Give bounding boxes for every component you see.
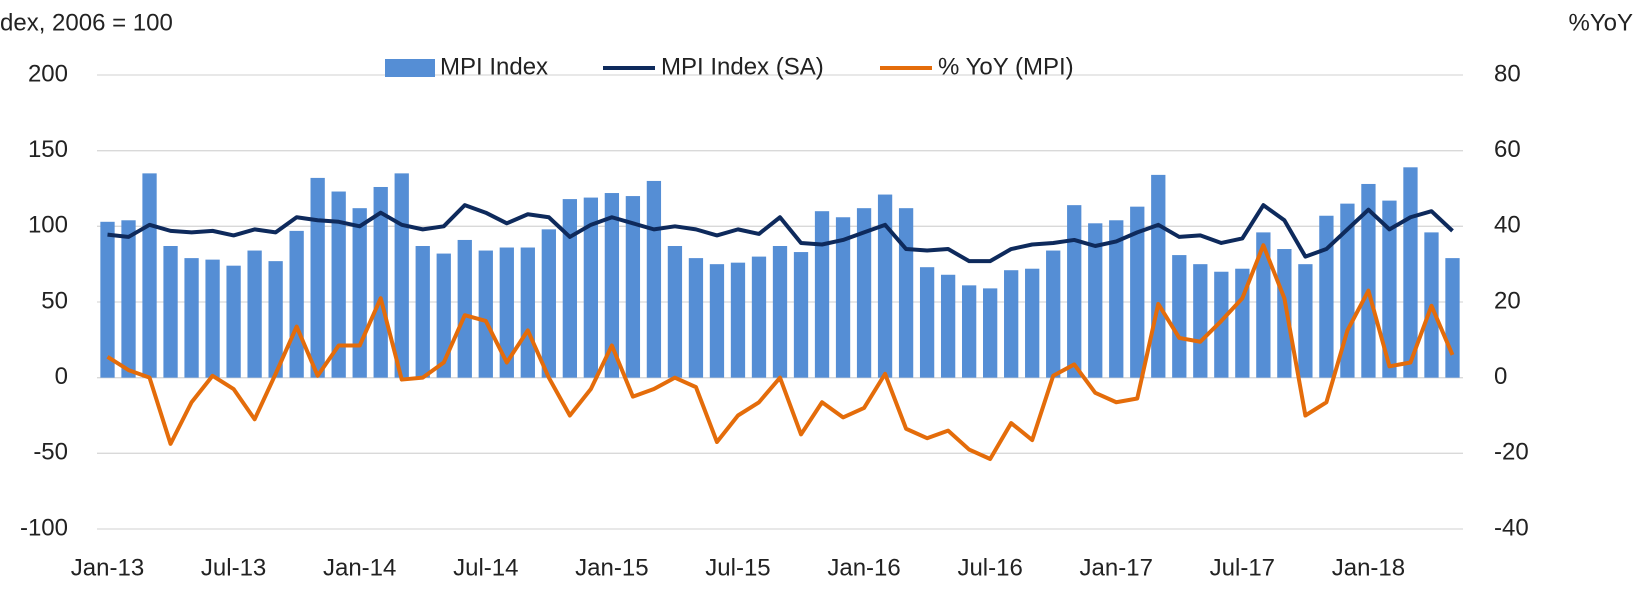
bar (688, 258, 704, 378)
bar (520, 247, 535, 378)
y-tick-label: -50 (33, 439, 68, 466)
x-tick-label: Jan-18 (1332, 554, 1405, 581)
bar (1445, 258, 1460, 378)
bar (772, 246, 788, 378)
y-tick-label: 100 (28, 212, 68, 239)
bar (1340, 203, 1355, 378)
legend-label: % YoY (MPI) (938, 53, 1074, 80)
bar (352, 208, 367, 378)
bar (625, 196, 641, 378)
bar (499, 247, 514, 378)
x-tick-label: Jul-13 (201, 554, 266, 581)
bar (331, 191, 346, 378)
y2-tick-label: 80 (1494, 60, 1521, 87)
bar (793, 252, 809, 378)
y2-tick-label: -40 (1494, 514, 1529, 541)
y-tick-label: 50 (41, 287, 68, 314)
bar (583, 197, 599, 378)
bar (1088, 223, 1103, 378)
bar (1214, 271, 1229, 378)
bar (709, 264, 725, 378)
y2-tick-label: 20 (1494, 287, 1521, 314)
y-axis-label: dex, 2006 = 100 (0, 9, 173, 36)
bar (835, 217, 851, 378)
bar (541, 229, 556, 378)
x-tick-label: Jul-17 (1210, 554, 1275, 581)
x-tick-label: Jan-16 (827, 554, 900, 581)
line (106, 243, 1455, 462)
bar (1109, 220, 1124, 378)
bar (961, 285, 977, 378)
bar (289, 230, 304, 378)
y-tick-label: 200 (28, 60, 68, 87)
bar (1277, 249, 1292, 378)
bar (814, 211, 830, 378)
bar (226, 265, 241, 378)
bar (1298, 264, 1313, 378)
bar (1172, 255, 1187, 378)
x-tick-label: Jan-15 (575, 554, 648, 581)
bar (1025, 268, 1040, 378)
legend-label: MPI Index (440, 53, 548, 80)
bar (856, 208, 872, 378)
bar (1319, 215, 1334, 378)
y-tick-label: 150 (28, 136, 68, 163)
bar (646, 180, 662, 378)
bar (394, 173, 409, 378)
bar (247, 250, 262, 378)
bar (100, 221, 115, 378)
bar (1256, 232, 1271, 378)
bar (184, 258, 199, 378)
bar (877, 194, 893, 378)
bar (1151, 174, 1166, 378)
bar (919, 267, 935, 378)
bar (478, 250, 493, 378)
bar (163, 246, 178, 378)
x-tick-label: Jan-17 (1080, 554, 1153, 581)
bar (1382, 200, 1397, 378)
y2-tick-label: 40 (1494, 212, 1521, 239)
bar (940, 274, 956, 378)
x-tick-label: Jul-15 (705, 554, 770, 581)
bar (142, 173, 157, 378)
bar (562, 199, 577, 378)
bar (1361, 183, 1376, 378)
bar (205, 259, 220, 378)
bar (310, 177, 325, 378)
y-tick-label: -100 (20, 514, 68, 541)
bar (983, 288, 998, 378)
bar (1004, 270, 1019, 378)
bar (436, 253, 451, 378)
bar (604, 193, 620, 378)
bar (457, 239, 472, 378)
y2-axis-label: %YoY (1569, 9, 1633, 36)
bar (751, 256, 767, 378)
legend-label: MPI Index (SA) (661, 53, 824, 80)
bar (268, 261, 283, 378)
bar (667, 246, 683, 378)
bar (1046, 250, 1061, 378)
bar (1235, 268, 1250, 378)
x-tick-label: Jan-14 (323, 554, 396, 581)
y2-tick-label: 60 (1494, 136, 1521, 163)
y-tick-label: 0 (55, 363, 68, 390)
bar (121, 220, 136, 378)
legend-swatch (385, 59, 435, 77)
x-tick-label: Jan-13 (71, 554, 144, 581)
bar (898, 208, 914, 378)
x-tick-label: Jul-16 (957, 554, 1022, 581)
bar (1130, 206, 1145, 378)
bar (415, 246, 430, 378)
x-tick-label: Jul-14 (453, 554, 518, 581)
y2-tick-label: -20 (1494, 439, 1529, 466)
line (107, 203, 1454, 264)
bar (373, 186, 388, 378)
bar (730, 262, 746, 378)
bar (1193, 264, 1208, 378)
y2-tick-label: 0 (1494, 363, 1507, 390)
bar (1067, 205, 1082, 378)
